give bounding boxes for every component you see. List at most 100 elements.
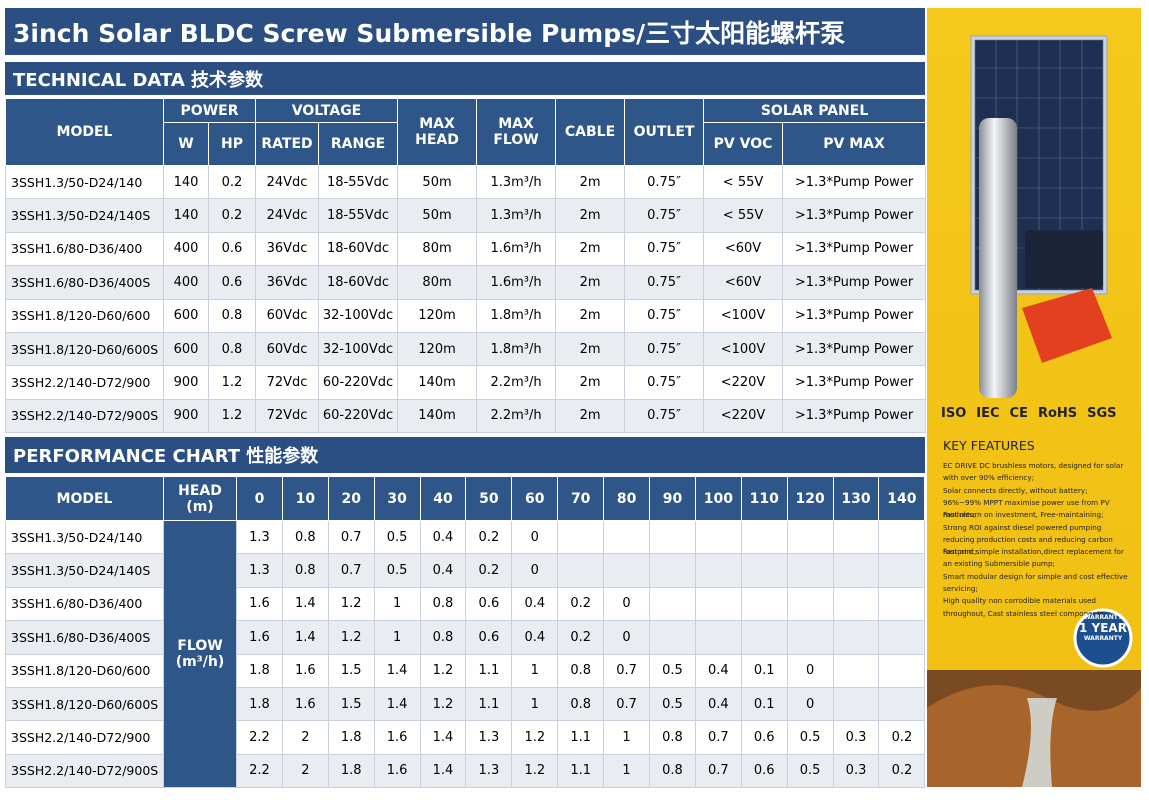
header-cell: 80 xyxy=(603,476,651,521)
header-cell: SOLAR PANEL xyxy=(703,98,927,123)
cell: 2.2 xyxy=(236,753,283,789)
cell xyxy=(603,553,651,588)
cell: 600 xyxy=(163,331,209,367)
cell: 0.8 xyxy=(281,553,329,588)
cell: 120m xyxy=(397,298,478,333)
cell: 140 xyxy=(163,164,209,200)
badge-main: 1 YEAR xyxy=(1079,621,1127,635)
certifications: ISO IEC CE RoHS SGS xyxy=(941,406,1117,421)
cell: 1.1 xyxy=(557,753,605,789)
cell: 1.2 xyxy=(511,720,559,755)
cell: 0 xyxy=(603,586,651,622)
cell: 1.2 xyxy=(419,686,467,722)
header-cell: 30 xyxy=(373,476,421,521)
cell: 1.8m³/h xyxy=(476,298,557,333)
cell: 1.5 xyxy=(327,686,375,722)
cell: 3SSH1.6/80-D36/400S xyxy=(5,265,164,300)
cell: 3SSH1.6/80-D36/400 xyxy=(5,586,164,622)
header-cell: MODEL xyxy=(5,476,164,521)
cell: 1.6 xyxy=(236,586,283,622)
header-cell: MODEL xyxy=(5,98,164,166)
header-cell: RATED xyxy=(255,122,320,166)
cell: 1.8m³/h xyxy=(476,331,557,367)
cell xyxy=(694,620,742,655)
data-row: 3SSH1.8/120-D60/600S 1.8 1.6 1.5 1.4 1.2 1.1 1 0… xyxy=(5,686,926,722)
cell: 72Vdc xyxy=(255,398,320,434)
cell: 2.2m³/h xyxy=(476,398,557,434)
data-row: 3SSH1.8/120-D60/600 1.8 1.6 1.5 1.4 1.2 1.1 1 0.… xyxy=(5,653,926,688)
cell: 2m xyxy=(555,331,626,367)
cell: <100V xyxy=(703,298,784,333)
cell: 1.8 xyxy=(236,686,283,722)
feature: EC DRIVE DC brushless motors, designed f… xyxy=(943,461,1124,483)
cell: 1.3 xyxy=(236,519,283,555)
technical-table: MODEL POWER VOLTAGE MAX HEAD MAX FLOW CABLE OU… xyxy=(5,98,927,434)
data-row: 3SSH1.8/120-D60/600 600 0.8 60Vdc 32-100Vdc 1… xyxy=(5,298,927,333)
cell: 0.2 xyxy=(557,620,605,655)
cell: >1.3*Pump Power xyxy=(782,398,927,434)
cell xyxy=(740,620,788,655)
cell: 1.8 xyxy=(236,653,283,688)
cell xyxy=(557,553,605,588)
cell: 120m xyxy=(397,331,478,367)
header-cell: 100 xyxy=(694,476,742,521)
cell xyxy=(832,586,880,622)
cell: 0.8 xyxy=(649,720,696,755)
cell xyxy=(878,519,926,555)
certification: CE xyxy=(1009,406,1028,421)
header-row: MODEL POWER VOLTAGE MAX HEAD MAX FLOW CABLE OU… xyxy=(5,98,927,166)
data-row: 3SSH1.8/120-D60/600S 600 0.8 60Vdc 32-100Vdc… xyxy=(5,331,927,367)
cell: 1.2 xyxy=(327,586,375,622)
cell: 0.75″ xyxy=(624,164,705,200)
cell: 1.5 xyxy=(327,653,375,688)
cell xyxy=(878,686,926,722)
cell xyxy=(878,586,926,622)
cell: 1.6m³/h xyxy=(476,231,557,267)
cell: 1.3 xyxy=(465,720,513,755)
header-cell: 140 xyxy=(878,476,926,521)
cell: 0.8 xyxy=(557,653,605,688)
badge xyxy=(1073,608,1133,668)
cell xyxy=(878,653,926,688)
controller-display xyxy=(1025,230,1103,288)
cell: 2m xyxy=(555,265,626,300)
flow-label: FLOW (m³/h) xyxy=(163,519,237,789)
cell: 0.1 xyxy=(740,653,788,688)
header-row: W HP RATED RANGE PV VOC PV MAX xyxy=(6,122,927,166)
cell xyxy=(740,519,788,555)
cell: 24Vdc xyxy=(255,198,320,233)
cell: 900 xyxy=(163,398,209,434)
cell: 1.3m³/h xyxy=(476,164,557,200)
cell: 2.2m³/h xyxy=(476,365,557,400)
cell: 0.8 xyxy=(419,620,467,655)
cell: 1.4 xyxy=(281,586,329,622)
cell: 0.2 xyxy=(207,164,257,200)
cell: 0.75″ xyxy=(624,398,705,434)
cell: 1.2 xyxy=(207,365,257,400)
cell: 1.4 xyxy=(419,720,467,755)
section-heading: TECHNICAL DATA 技术参数 xyxy=(5,62,925,95)
cell: 1 xyxy=(511,686,559,722)
cell: 3SSH2.2/140-D72/900 xyxy=(5,365,164,400)
cell: 0.2 xyxy=(465,519,513,555)
cell: 2m xyxy=(555,298,626,333)
cell: 36Vdc xyxy=(255,265,320,300)
certification: IEC xyxy=(976,406,1000,421)
cell: 0.2 xyxy=(465,553,513,588)
header-cell: 120 xyxy=(786,476,834,521)
cell: 1.6 xyxy=(281,653,329,688)
data-row: 3SSH1.3/50-D24/140 140 0.2 24Vdc 18-55Vdc 50m… xyxy=(5,164,927,200)
cell: 0.5 xyxy=(786,720,834,755)
cell: 0.75″ xyxy=(624,365,705,400)
side-panel: ISO IEC CE RoHS SGS KEY FEATURES EC DRIVE DC… xyxy=(927,8,1141,787)
cell: 0.5 xyxy=(786,753,834,789)
data-row: 3SSH1.6/80-D36/400S 1.6 1.4 1.2 1 0.8 0.6 0.4 0.… xyxy=(5,620,926,655)
cell: 0.8 xyxy=(419,586,467,622)
cell: 1.4 xyxy=(281,620,329,655)
cell: 1.4 xyxy=(419,753,467,789)
cell: <60V xyxy=(703,231,784,267)
cell: 0.4 xyxy=(694,686,742,722)
certification: RoHS xyxy=(1037,406,1078,421)
header-cell: PV VOC xyxy=(703,122,784,166)
cell: 140 xyxy=(163,198,209,233)
